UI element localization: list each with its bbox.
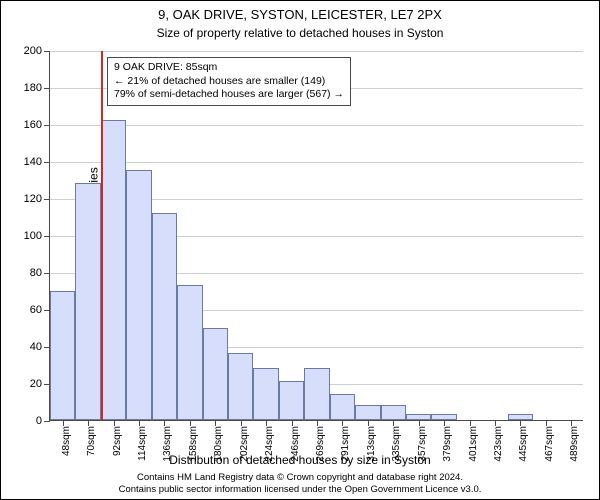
gridline xyxy=(50,162,583,163)
histogram-bar xyxy=(50,291,75,421)
gridline xyxy=(50,125,583,126)
chart-subtitle: Size of property relative to detached ho… xyxy=(1,26,599,40)
gridline xyxy=(50,51,583,52)
annotation-line-2: ← 21% of detached houses are smaller (14… xyxy=(114,75,344,89)
histogram-bar xyxy=(152,213,177,420)
y-tick-label: 120 xyxy=(24,193,42,205)
y-tick xyxy=(44,199,50,200)
y-tick-label: 20 xyxy=(30,378,42,390)
annotation-line-3: 79% of semi-detached houses are larger (… xyxy=(114,88,344,102)
y-tick-label: 160 xyxy=(24,119,42,131)
chart-frame: 9, OAK DRIVE, SYSTON, LEICESTER, LE7 2PX… xyxy=(0,0,600,500)
attribution-footer: Contains HM Land Registry data © Crown c… xyxy=(1,472,599,495)
y-tick-label: 80 xyxy=(30,267,42,279)
y-tick-label: 40 xyxy=(30,341,42,353)
histogram-bar xyxy=(381,405,406,420)
y-tick-label: 200 xyxy=(24,45,42,57)
histogram-bar xyxy=(355,405,380,420)
histogram-bar xyxy=(279,381,304,420)
y-tick-label: 0 xyxy=(36,415,42,427)
footer-line-1: Contains HM Land Registry data © Crown c… xyxy=(1,472,599,483)
histogram-bar xyxy=(126,170,151,420)
histogram-bar xyxy=(253,368,278,420)
histogram-bar xyxy=(304,368,329,420)
x-axis-label: Distribution of detached houses by size … xyxy=(1,453,599,467)
annotation-box: 9 OAK DRIVE: 85sqm ← 21% of detached hou… xyxy=(107,57,351,106)
y-tick xyxy=(44,236,50,237)
histogram-bar xyxy=(228,353,253,420)
histogram-bar xyxy=(75,183,100,420)
y-tick xyxy=(44,421,50,422)
histogram-bar xyxy=(330,394,355,420)
x-tick-label: 70sqm xyxy=(86,426,97,456)
property-marker-line xyxy=(101,51,103,420)
footer-line-2: Contains public sector information licen… xyxy=(1,484,599,495)
y-tick-label: 60 xyxy=(30,304,42,316)
histogram-bar xyxy=(101,120,126,420)
y-tick xyxy=(44,88,50,89)
y-tick xyxy=(44,273,50,274)
y-tick xyxy=(44,125,50,126)
annotation-line-1: 9 OAK DRIVE: 85sqm xyxy=(114,61,344,75)
chart-title: 9, OAK DRIVE, SYSTON, LEICESTER, LE7 2PX xyxy=(1,7,599,24)
plot-area: 02040608010012014016018020048sqm70sqm92s… xyxy=(49,51,583,421)
y-tick xyxy=(44,162,50,163)
y-tick-label: 100 xyxy=(24,230,42,242)
y-tick xyxy=(44,51,50,52)
x-tick-label: 48sqm xyxy=(61,426,72,456)
x-tick-label: 92sqm xyxy=(112,426,123,456)
histogram-bar xyxy=(203,328,228,421)
y-tick-label: 180 xyxy=(24,82,42,94)
y-tick-label: 140 xyxy=(24,156,42,168)
plot-inner: 02040608010012014016018020048sqm70sqm92s… xyxy=(49,51,583,421)
histogram-bar xyxy=(177,285,202,420)
